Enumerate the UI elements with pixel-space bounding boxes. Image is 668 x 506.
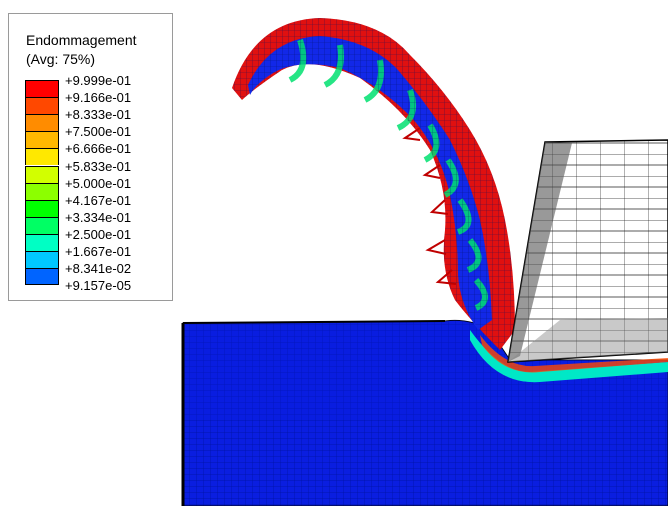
cutting-tool <box>507 139 668 363</box>
legend-swatch <box>25 216 59 234</box>
tool-rake-dense-mesh <box>508 142 572 362</box>
legend-swatch <box>25 165 59 183</box>
workpiece-top-edge <box>182 320 446 324</box>
legend-swatch <box>25 182 59 200</box>
chip-serrations <box>402 127 457 285</box>
workpiece-dense-layer <box>183 320 668 420</box>
damage-surface-band <box>470 330 668 383</box>
legend-tick-label: +4.167e-01 <box>65 192 132 208</box>
legend-subtitle: (Avg: 75%) <box>26 51 95 67</box>
legend-tick-label: +9.157e-05 <box>65 278 132 294</box>
legend-tick-label: +8.341e-02 <box>65 261 132 277</box>
legend-title: Endommagement <box>26 32 137 48</box>
legend-tick-label: +9.999e-01 <box>65 73 132 88</box>
legend-swatch <box>25 114 59 132</box>
legend-tick-label: +5.000e-01 <box>65 175 132 191</box>
legend-swatch <box>25 97 59 115</box>
legend-swatch <box>25 148 59 166</box>
color-legend: Endommagement (Avg: 75%) +9.999e-01 +9.16… <box>8 13 173 301</box>
tool-tip-dense-mesh <box>508 318 668 362</box>
legend-swatch <box>25 251 59 269</box>
legend-tick-label: +9.166e-01 <box>65 90 132 106</box>
legend-swatch <box>25 199 59 217</box>
legend-swatch <box>25 233 59 251</box>
legend-swatch <box>25 268 59 286</box>
legend-swatch <box>25 131 59 149</box>
legend-tick-label: +7.500e-01 <box>65 124 132 140</box>
legend-tick-label: +6.666e-01 <box>65 141 132 157</box>
chip <box>232 18 515 350</box>
legend-tick-label: +8.333e-01 <box>65 107 132 123</box>
damage-surface-band-hot <box>480 335 668 373</box>
legend-tick-label: +3.334e-01 <box>65 209 132 225</box>
legend-tick-label: +2.500e-01 <box>65 226 132 242</box>
legend-swatch <box>25 80 59 98</box>
legend-tick-label: +1.667e-01 <box>65 244 132 259</box>
legend-tick-label: +5.833e-01 <box>65 158 132 174</box>
